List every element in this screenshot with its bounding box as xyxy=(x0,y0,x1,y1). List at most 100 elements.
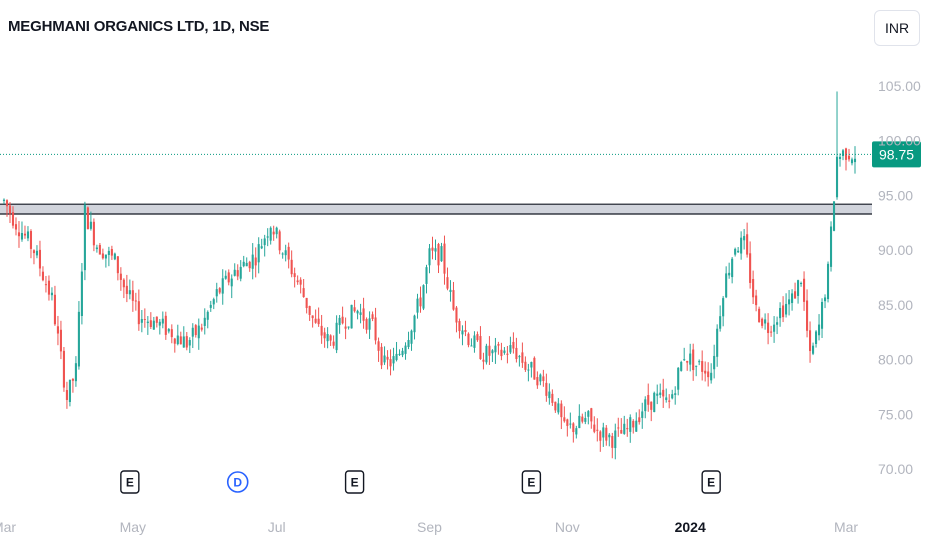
candle-body xyxy=(248,261,251,269)
candle-body xyxy=(206,311,209,320)
candle-body xyxy=(371,314,374,319)
candle-body xyxy=(293,273,296,278)
candle-body xyxy=(473,335,476,348)
candle-body xyxy=(611,436,614,448)
candle-body xyxy=(308,306,311,315)
candle-body xyxy=(850,159,854,164)
candle-body xyxy=(647,395,650,405)
candle-body xyxy=(632,420,635,428)
candle-body xyxy=(182,336,185,348)
earnings-marker xyxy=(344,470,365,494)
candle-body xyxy=(344,326,347,329)
x-tick-label: Mar xyxy=(0,519,16,535)
candle-body xyxy=(134,300,137,302)
candle-body xyxy=(656,393,659,396)
currency-button[interactable]: INR xyxy=(874,10,920,46)
candle-body xyxy=(572,423,575,433)
y-tick-label: 95.00 xyxy=(878,187,913,203)
candle-body xyxy=(566,419,569,426)
candle-body xyxy=(593,424,596,432)
candle-body xyxy=(823,297,827,302)
candle-body xyxy=(761,318,764,326)
earnings-marker-label: E xyxy=(707,476,715,490)
x-tick-label: Nov xyxy=(555,519,580,535)
candle-body xyxy=(653,392,656,413)
candle-body xyxy=(233,269,236,276)
candle-body xyxy=(722,298,725,317)
candle-body xyxy=(23,233,27,236)
earnings-marker xyxy=(701,470,721,494)
candle-body xyxy=(125,285,128,294)
candle-body xyxy=(275,227,278,235)
candle-body xyxy=(764,319,767,324)
candle-body xyxy=(443,243,446,274)
candle-body xyxy=(734,248,737,255)
candle-body xyxy=(398,353,401,355)
candle-body xyxy=(158,321,161,326)
candle-body xyxy=(731,258,734,278)
candle-body xyxy=(563,417,566,422)
candle-body xyxy=(8,205,12,214)
candle-body xyxy=(659,392,662,395)
candle-body xyxy=(11,212,15,226)
candle-body xyxy=(416,298,419,313)
candle-body xyxy=(179,336,182,345)
candle-body xyxy=(95,247,98,250)
candle-body xyxy=(545,382,548,396)
candle-body xyxy=(341,316,344,324)
candle-body xyxy=(800,283,803,285)
candle-body xyxy=(584,418,587,422)
candle-body xyxy=(788,299,791,305)
candle-body xyxy=(500,349,503,357)
earnings-marker xyxy=(521,470,542,494)
candle-body xyxy=(410,330,413,344)
candle-body xyxy=(167,329,170,332)
candle-body xyxy=(356,310,359,314)
candle-body xyxy=(254,257,257,266)
candle-body xyxy=(128,290,131,295)
candle-body xyxy=(488,345,491,356)
candle-body xyxy=(404,345,407,354)
candle-body xyxy=(365,318,368,330)
candle-body xyxy=(809,330,812,352)
candle-body xyxy=(533,357,536,380)
candle-body xyxy=(569,423,572,425)
candle-body xyxy=(461,330,464,335)
candle-body xyxy=(794,291,797,299)
candle-body xyxy=(257,244,260,263)
candle-body xyxy=(853,158,857,163)
candle-body xyxy=(590,408,593,422)
candle-body xyxy=(665,397,668,401)
candle-body xyxy=(335,322,338,351)
candle-body xyxy=(422,285,425,309)
candle-body xyxy=(230,278,233,287)
dividend-marker xyxy=(226,471,249,493)
candle-body xyxy=(785,303,788,315)
candle-body xyxy=(758,308,761,323)
candle-body xyxy=(242,261,245,267)
candle-body xyxy=(425,267,428,284)
candle-body xyxy=(59,329,62,352)
candle-body xyxy=(814,331,818,344)
candle-body xyxy=(86,207,89,230)
candle-body xyxy=(317,318,320,325)
candle-body xyxy=(614,430,617,449)
candle-body xyxy=(50,292,53,296)
candle-body xyxy=(41,271,45,281)
candle-body xyxy=(847,155,851,160)
candle-body xyxy=(449,289,452,292)
candle-body xyxy=(47,280,50,295)
candle-body xyxy=(683,359,686,361)
candle-body xyxy=(707,371,710,378)
candle-body xyxy=(380,346,383,366)
candle-body xyxy=(224,275,227,279)
candle-body xyxy=(197,325,200,339)
candle-body xyxy=(368,318,371,330)
candle-body xyxy=(77,311,80,367)
candle-body xyxy=(779,308,782,319)
candle-body xyxy=(149,320,152,327)
candle-body xyxy=(527,369,530,371)
candle-body xyxy=(755,295,758,306)
